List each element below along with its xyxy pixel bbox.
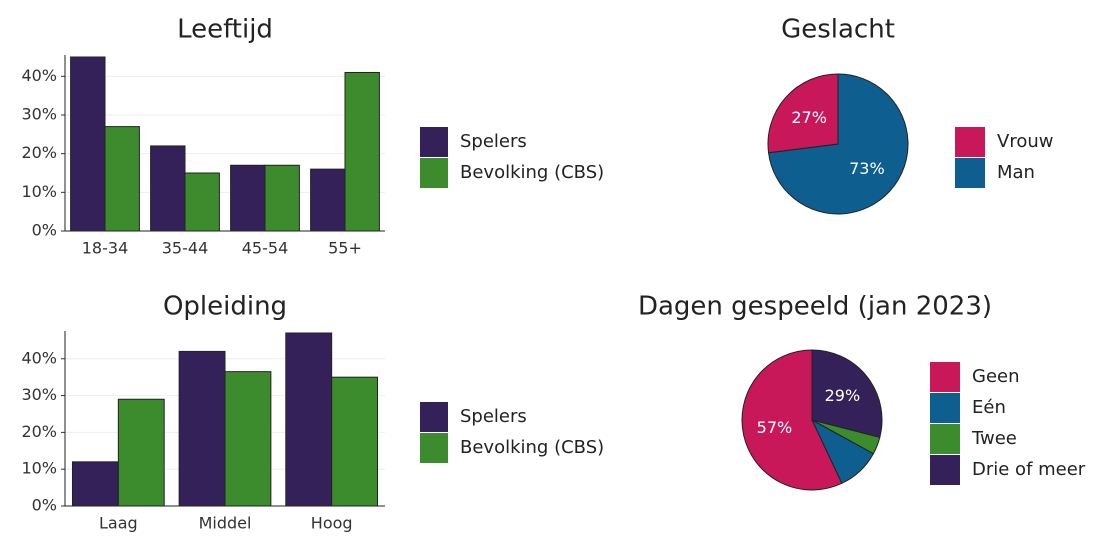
legend-label: Vrouw (997, 131, 1053, 152)
bar (344, 71, 380, 232)
x-tick-label: Middel (199, 514, 252, 533)
y-tick-label: 30% (21, 385, 57, 404)
bar (331, 376, 379, 507)
legend-swatch (955, 127, 985, 157)
bar (264, 164, 300, 232)
chart-title: Dagen gespeeld (jan 2023) (638, 292, 992, 322)
legend-label: Man (997, 162, 1035, 183)
bar (230, 164, 266, 232)
y-tick-label: 0% (32, 496, 57, 515)
legend-swatch (420, 402, 448, 432)
bar (178, 350, 226, 507)
legend-label: Twee (971, 428, 1017, 449)
legend-swatch (955, 158, 985, 188)
legend-label: Bevolking (CBS) (460, 162, 604, 183)
pie-slice (741, 349, 843, 491)
bar (117, 398, 165, 507)
y-tick-label: 30% (21, 105, 57, 124)
legend-swatch (930, 393, 960, 423)
y-tick-label: 10% (21, 459, 57, 478)
chart-title: Opleiding (163, 292, 287, 322)
x-tick-label: 35-44 (162, 239, 209, 258)
legend-label: Bevolking (CBS) (460, 437, 604, 458)
legend-label: Geen (972, 366, 1020, 387)
pie-slice (767, 73, 839, 154)
bar (150, 145, 186, 232)
bar (310, 168, 346, 232)
legend-swatch (420, 127, 448, 157)
slice-label: 57% (757, 418, 793, 437)
legend-swatch (930, 424, 960, 454)
legend-label: Spelers (460, 131, 527, 152)
legend-swatch (420, 433, 448, 463)
x-tick-label: 45-54 (242, 239, 289, 258)
legend-label: Spelers (460, 406, 527, 427)
legend-swatch (420, 158, 448, 188)
legend-swatch (930, 455, 960, 485)
x-tick-label: Laag (99, 514, 138, 533)
y-tick-label: 40% (21, 348, 57, 367)
bar (224, 371, 272, 507)
bar (285, 332, 333, 507)
slice-label: 29% (825, 386, 861, 405)
x-tick-label: 18-34 (82, 239, 129, 258)
legend-label: Eén (972, 397, 1006, 418)
slice-label: 27% (791, 108, 827, 127)
bar (71, 461, 119, 507)
x-tick-label: Hoog (311, 514, 353, 533)
slice-label: 73% (849, 159, 885, 178)
y-tick-label: 10% (21, 182, 57, 201)
chart-title: Leeftijd (177, 15, 273, 45)
y-tick-label: 20% (21, 422, 57, 441)
bar (184, 172, 220, 232)
y-tick-label: 40% (21, 66, 57, 85)
legend-label: Drie of meer (972, 459, 1086, 480)
x-tick-label: 55+ (328, 239, 362, 258)
y-tick-label: 20% (21, 143, 57, 162)
bar (70, 56, 106, 232)
bar (104, 126, 140, 232)
pie-slice (811, 349, 883, 439)
chart-title: Geslacht (781, 15, 895, 45)
y-tick-label: 0% (32, 221, 57, 240)
legend-swatch (930, 362, 960, 392)
